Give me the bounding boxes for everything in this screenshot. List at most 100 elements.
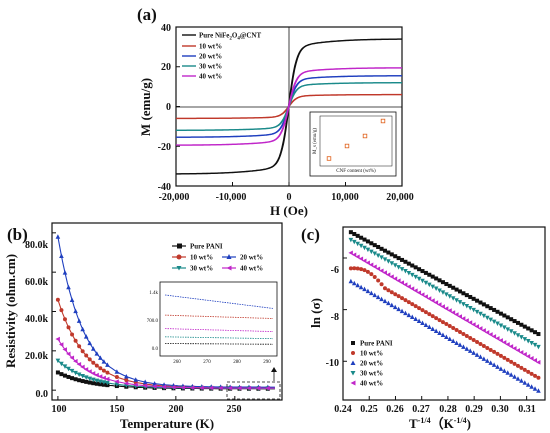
ln-sigma-point-w40-24 (430, 298, 435, 303)
ln-sigma-point-w10-38 (478, 341, 483, 346)
ln-sigma-point-w40-52 (525, 354, 531, 359)
ln-sigma-point-pure-20 (417, 267, 422, 272)
ln-sigma-point-w10-4 (362, 268, 367, 273)
panel-b-inset-xtick-1: 260 (173, 360, 181, 365)
ln-sigma-point-pure-28 (444, 282, 449, 287)
ln-sigma-point-w40-53 (529, 356, 534, 361)
inset-resistivity-curve-pure (165, 343, 274, 345)
ln-sigma-point-w40-18 (409, 286, 415, 291)
panel-a: (a) -20,000 -10,000 0 10,000 20,000 -40 … (137, 5, 414, 218)
ln-sigma-point-w20-24 (430, 326, 436, 332)
ln-sigma-point-pure-26 (437, 278, 442, 283)
resistivity-point-w40-9 (87, 369, 92, 374)
resistivity-point-w30-1 (59, 361, 64, 367)
resistivity-point-w20-11 (94, 351, 100, 356)
ln-sigma-point-pure-14 (396, 256, 401, 261)
ln-sigma-point-w10-18 (410, 302, 415, 307)
resistivity-point-w40-31 (265, 385, 270, 391)
ln-sigma-point-w40-15 (399, 280, 405, 285)
ln-sigma-point-pure-35 (468, 294, 473, 299)
ln-sigma-point-w10-34 (464, 334, 469, 339)
ln-sigma-point-w30-35 (467, 305, 473, 311)
ln-sigma-point-w20-7 (372, 292, 378, 298)
panel-a-inset-points (326, 118, 386, 161)
resistivity-point-w30-5 (73, 370, 78, 376)
ln-sigma-point-pure-31 (454, 287, 459, 292)
panel-b: (b) 100 150 200 250 0.0 20.0k 40.0k 60.0… (3, 222, 283, 431)
ln-sigma-point-w20-43 (495, 364, 500, 369)
ln-sigma-point-pure-37 (475, 298, 480, 303)
legend-a-label-40: 40 wt% (199, 73, 222, 81)
ln-sigma-point-w10-39 (481, 343, 486, 348)
resistivity-point-w40-27 (227, 385, 233, 391)
ln-sigma-point-pure-38 (478, 300, 483, 305)
panel-a-xlabel: H (Oe) (270, 203, 308, 218)
ln-sigma-point-w10-7 (372, 275, 377, 280)
ln-sigma-point-w20-14 (396, 306, 401, 312)
ln-sigma-point-pure-10 (382, 248, 387, 253)
ln-sigma-point-w30-22 (423, 280, 429, 286)
panel-b-inset-xtick-4: 290 (263, 360, 271, 365)
ln-sigma-point-pure-51 (522, 324, 527, 329)
panel-b-xtick-3: 200 (169, 404, 184, 415)
ln-sigma-point-w40-55 (535, 360, 541, 365)
resistivity-point-w10-6 (77, 344, 82, 349)
ln-sigma-point-w20-21 (420, 320, 425, 326)
ln-sigma-point-pure-47 (509, 317, 514, 322)
ln-sigma-point-w10-13 (393, 292, 398, 297)
panel-b-legend: Pure PANI 10 wt% 20 wt% 30 wt% 40 wt% (168, 243, 280, 274)
resistivity-point-w10-14 (105, 370, 110, 375)
panel-a-inset-ylabel: M_s (emu/g) (313, 128, 318, 154)
ln-sigma-point-w20-20 (416, 318, 422, 324)
ln-sigma-point-w10-35 (468, 335, 473, 340)
ln-sigma-point-w10-20 (417, 306, 422, 311)
resistivity-point-w20-10 (90, 346, 96, 351)
resistivity-point-w40-23 (189, 385, 195, 390)
legend-c-label-20: 20 wt% (360, 360, 383, 368)
ln-sigma-point-w30-32 (457, 300, 463, 305)
ln-sigma-point-w40-0 (348, 250, 353, 256)
legend-b-marker-30 (176, 266, 182, 271)
panel-c-frame (342, 226, 546, 401)
ln-sigma-point-w20-11 (386, 300, 391, 306)
panel-c-ylabel: ln (σ) (308, 298, 323, 328)
ln-sigma-point-w40-31 (454, 312, 459, 317)
legend-c-label-40: 40 wt% (360, 380, 383, 388)
ln-sigma-point-w30-3 (358, 243, 364, 249)
ln-sigma-point-w10-3 (359, 267, 364, 272)
ln-sigma-point-w20-54 (532, 386, 538, 391)
resistivity-point-w40-16 (123, 381, 129, 386)
inset-a-point-2 (362, 133, 368, 139)
ln-sigma-point-w20-23 (427, 324, 432, 330)
ln-sigma-point-pure-0 (348, 230, 353, 235)
ln-sigma-point-w30-10 (382, 257, 388, 262)
legend-b-marker-20 (226, 254, 232, 259)
ln-sigma-point-w30-23 (427, 282, 432, 288)
ln-sigma-point-w10-0 (348, 266, 353, 271)
ln-sigma-point-pure-12 (389, 252, 394, 257)
resistivity-point-w40-20 (161, 384, 167, 390)
ln-sigma-point-w20-38 (478, 354, 483, 359)
panel-b-curves (52, 232, 275, 400)
ln-sigma-point-w40-47 (508, 344, 514, 349)
resistivity-point-w30-0 (55, 358, 61, 364)
ln-sigma-point-pure-3 (359, 235, 364, 240)
ln-sigma-point-w30-54 (532, 342, 538, 348)
ln-sigma-point-w30-47 (508, 329, 514, 334)
panel-c-ytick-1: -6 (331, 265, 339, 276)
resistivity-point-w20-13 (101, 359, 107, 364)
resistivity-point-w10-11 (94, 363, 99, 368)
panel-c-ytick-3: -10 (326, 358, 339, 369)
ln-sigma-point-w40-50 (518, 350, 524, 355)
ln-sigma-point-w30-9 (379, 255, 384, 260)
ln-sigma-point-w30-39 (481, 313, 487, 319)
legend-c-marker-20 (350, 360, 356, 365)
ln-sigma-point-w40-27 (440, 304, 445, 309)
resistivity-point-pure-1 (59, 372, 64, 377)
ln-sigma-point-w30-27 (440, 290, 446, 295)
ln-sigma-point-w30-52 (525, 339, 531, 344)
legend-c-marker-pure (351, 341, 355, 345)
ln-sigma-point-pure-55 (536, 332, 541, 337)
ln-sigma-point-w10-22 (423, 310, 428, 315)
ln-sigma-point-w30-28 (444, 292, 449, 297)
